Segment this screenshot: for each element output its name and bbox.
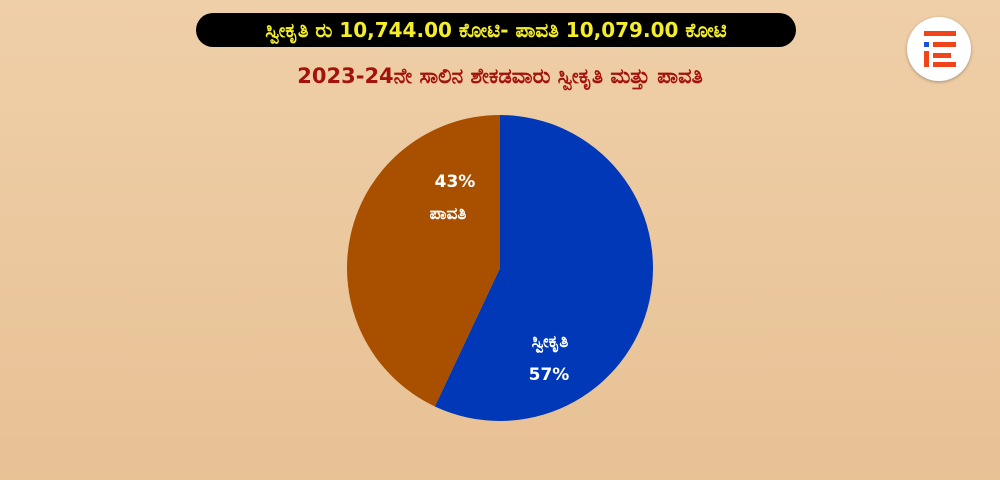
pie-slice — [434, 115, 654, 421]
summary-banner: ಸ್ವೀಕೃತಿ ರು 10,744.00 ಕೋಟಿ- ಪಾವತಿ 10,079… — [196, 13, 796, 47]
slice-label: ಪಾವತಿ — [430, 204, 467, 224]
slice-value-label: 43% — [435, 172, 476, 192]
pie-slice — [347, 114, 500, 407]
slice-value-label: 57% — [529, 365, 570, 385]
site-logo — [907, 17, 971, 81]
slice-label: ಸ್ವೀಕೃತಿ — [532, 332, 569, 354]
logo-icon — [924, 31, 956, 67]
chart-title: 2023-24ನೇ ಸಾಲಿನ ಶೇಕಡವಾರು ಸ್ವೀಕೃತಿ ಮತ್ತು … — [297, 64, 703, 88]
